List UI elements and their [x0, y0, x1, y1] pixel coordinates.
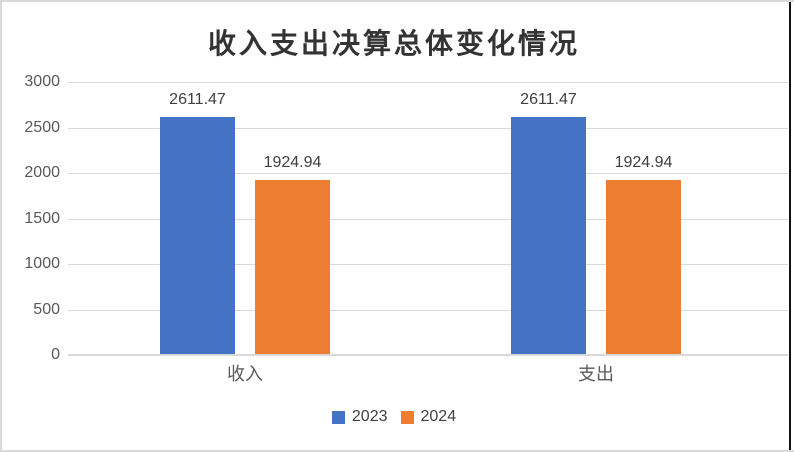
bar-2024-1: [255, 179, 330, 354]
bar-2024-2: [606, 179, 681, 354]
data-label: 1924.94: [614, 153, 673, 171]
data-label: 2611.47: [520, 91, 577, 109]
data-label: 2611.47: [169, 91, 226, 109]
y-tick-label: 2500: [24, 118, 60, 136]
bar-2023-1: [160, 117, 235, 354]
legend-label: 2023: [351, 408, 388, 425]
x-axis-line: [68, 354, 788, 356]
y-tick-label: 1500: [24, 209, 60, 227]
legend-label: 2024: [420, 408, 457, 425]
gridline: [68, 218, 788, 220]
gridline: [68, 82, 788, 83]
chart-title: 收入支出决算总体变化情况: [207, 29, 580, 60]
x-category-label: 支出: [578, 364, 614, 384]
gridline: [68, 309, 788, 311]
legend: 2023 2024: [2, 406, 786, 428]
y-tick-label: 2000: [24, 164, 60, 181]
data-label: 1924.94: [263, 153, 322, 171]
y-tick-label: 3000: [24, 73, 60, 90]
page-edge-line: [789, 2, 791, 450]
legend-swatch-2024: [400, 410, 414, 424]
gridline: [68, 127, 788, 129]
y-tick-label: 1000: [24, 255, 60, 272]
bar-2023-2: [511, 117, 586, 354]
gridline: [68, 173, 788, 174]
legend-item-2024: 2024: [400, 408, 457, 425]
x-category-label: 收入: [227, 364, 263, 384]
y-tick-label: 0: [51, 346, 60, 363]
y-tick-label: 500: [33, 300, 60, 318]
gridline: [68, 264, 788, 265]
legend-swatch-2023: [331, 410, 345, 424]
legend-item-2023: 2023: [331, 408, 388, 425]
